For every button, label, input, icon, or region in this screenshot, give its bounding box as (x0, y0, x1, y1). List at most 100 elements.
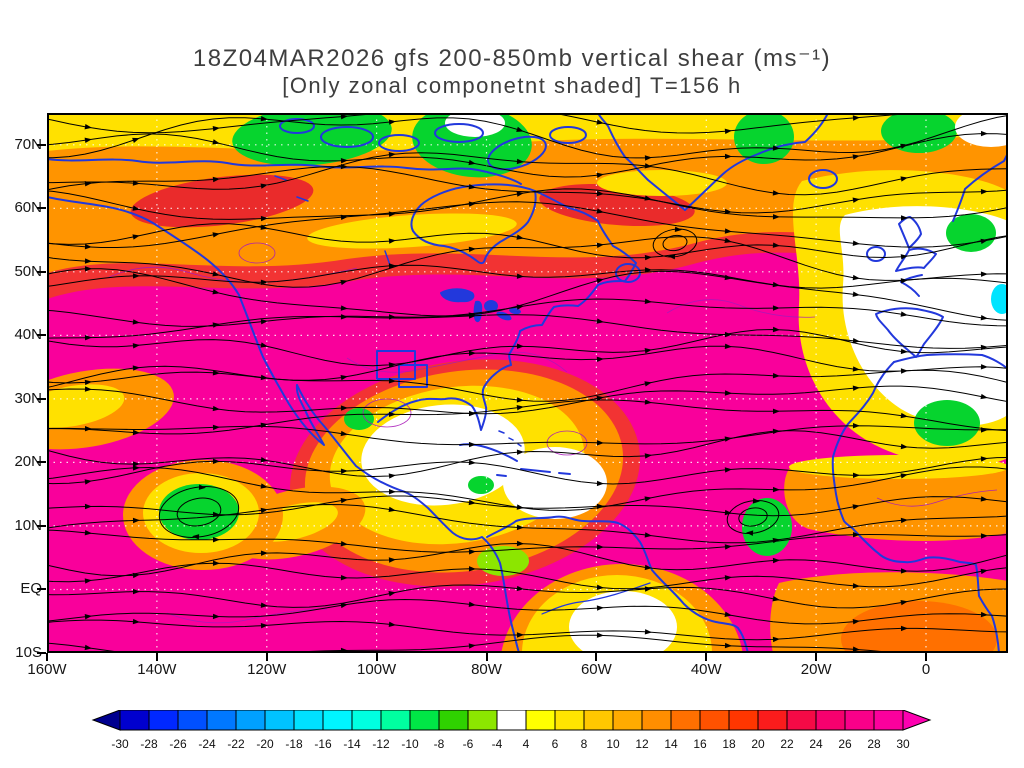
chart-title-line2: [Only zonal componetnt shaded] T=156 h (282, 73, 742, 98)
x-axis-label: 20W (800, 661, 832, 678)
colorbar-cell (728, 710, 759, 731)
colorbar-cell (786, 710, 817, 731)
colorbar-cell (206, 710, 237, 731)
colorbar-tick-label: 24 (809, 737, 823, 751)
shear-map (47, 113, 1008, 653)
y-axis-label: 50N (14, 262, 42, 280)
x-axis-label: 40W (690, 661, 722, 678)
colorbar-cell (873, 710, 904, 731)
shear-map-canvas (47, 113, 1008, 653)
map-frame (47, 113, 1008, 653)
colorbar-tick-label: -8 (434, 737, 445, 751)
colorbar-tick-label: 6 (552, 737, 559, 751)
x-axis-tick (46, 653, 48, 661)
x-axis-tick (375, 653, 378, 661)
colorbar-cell (322, 710, 353, 731)
x-axis-tick (155, 653, 158, 661)
colorbar-cell (148, 710, 179, 731)
y-axis-label: EQ (20, 580, 42, 598)
colorbar-cell (670, 710, 701, 731)
colorbar-tick-label: 22 (780, 737, 794, 751)
colorbar-tick-label: -24 (198, 737, 216, 751)
colorbar-cell (815, 710, 846, 731)
x-axis-label: 140W (137, 661, 177, 678)
colorbar-cell (438, 710, 469, 731)
y-axis-tick (37, 652, 46, 654)
colorbar-tick-label: -14 (343, 737, 361, 751)
y-axis-tick (37, 461, 46, 464)
colorbar-cell (293, 710, 324, 731)
colorbar-tick-label: -20 (256, 737, 274, 751)
colorbar-cell (177, 710, 208, 731)
y-axis-tick (37, 207, 46, 210)
colorbar-tick-label: -30 (111, 737, 129, 751)
colorbar-tick-label: 30 (896, 737, 910, 751)
colorbar-cell (844, 710, 875, 731)
y-axis-tick (37, 397, 46, 400)
y-axis-tick (37, 270, 46, 273)
colorbar-cell (235, 710, 266, 731)
meridional-contours (106, 242, 998, 624)
streamlines (47, 113, 1008, 653)
x-axis-tick (925, 653, 928, 661)
coastlines (47, 113, 1008, 653)
colorbar-tick-label: 12 (635, 737, 649, 751)
colorbar-tick-label: -16 (314, 737, 332, 751)
colorbar-cell (583, 710, 614, 731)
colorbar-cell (641, 710, 672, 731)
y-axis-label: 70N (14, 135, 42, 153)
chart-title-line1: 18Z04MAR2026 gfs 200-850mb vertical shea… (192, 45, 832, 72)
colorbar-cell (554, 710, 585, 731)
colorbar-tick-label: -22 (227, 737, 245, 751)
x-axis-label: 80W (471, 661, 502, 678)
colorbar-tick-label: 20 (751, 737, 765, 751)
colorbar-tick-label: -12 (372, 737, 390, 751)
x-axis-tick (485, 653, 488, 661)
y-axis-tick (37, 588, 46, 591)
colorbar-cell (757, 710, 788, 731)
x-axis-label: 160W (27, 661, 67, 678)
colorbar-cell (351, 710, 382, 731)
y-axis-label: 30N (14, 389, 42, 407)
colorbar-tick-label: 28 (867, 737, 881, 751)
colorbar-tick-label: -18 (285, 737, 303, 751)
colorbar-tick-label: 18 (722, 737, 736, 751)
colorbar-cell (699, 710, 730, 731)
colorbar-tick-label: -4 (492, 737, 503, 751)
colorbar-cell (612, 710, 643, 731)
colorbar-tick-label: -10 (401, 737, 419, 751)
y-axis-label: 20N (14, 453, 42, 471)
colorbar-tick-label: -28 (140, 737, 158, 751)
colorbar-arrow-left (91, 710, 121, 731)
x-axis-tick (705, 653, 708, 661)
y-axis-label: 10S (15, 644, 42, 661)
y-axis-tick (37, 143, 46, 146)
colorbar-cell (119, 710, 150, 731)
y-axis-label: 40N (14, 326, 42, 344)
y-axis-label: 10N (14, 516, 42, 534)
x-axis-label: 100W (357, 661, 397, 678)
x-axis-tick (815, 653, 818, 661)
y-axis-label: 60N (14, 199, 42, 217)
colorbar-tick-label: 14 (664, 737, 678, 751)
colorbar-cell (525, 710, 556, 731)
x-axis-label: 0 (921, 661, 931, 678)
colorbar: -30 -28 -26 -24 -22 -20 -18 -16 -14 -12 -10 -8 -6 -4 4… (91, 710, 932, 751)
x-axis-tick (265, 653, 268, 661)
colorbar-cell (380, 710, 411, 731)
y-axis-tick (37, 524, 46, 527)
colorbar-tick-label: -26 (169, 737, 187, 751)
y-axis-tick (37, 334, 46, 337)
colorbar-cell (496, 710, 527, 731)
x-axis-label: 120W (247, 661, 287, 678)
colorbar-tick-label: 4 (523, 737, 530, 751)
x-axis-label: 60W (580, 661, 612, 678)
colorbar-tick-label: 16 (693, 737, 707, 751)
x-axis-tick (595, 653, 598, 661)
colorbar-cell (264, 710, 295, 731)
colorbar-cell (409, 710, 440, 731)
colorbar-cell (467, 710, 498, 731)
colorbar-tick-label: 10 (606, 737, 620, 751)
colorbar-tick-label: 8 (581, 737, 588, 751)
